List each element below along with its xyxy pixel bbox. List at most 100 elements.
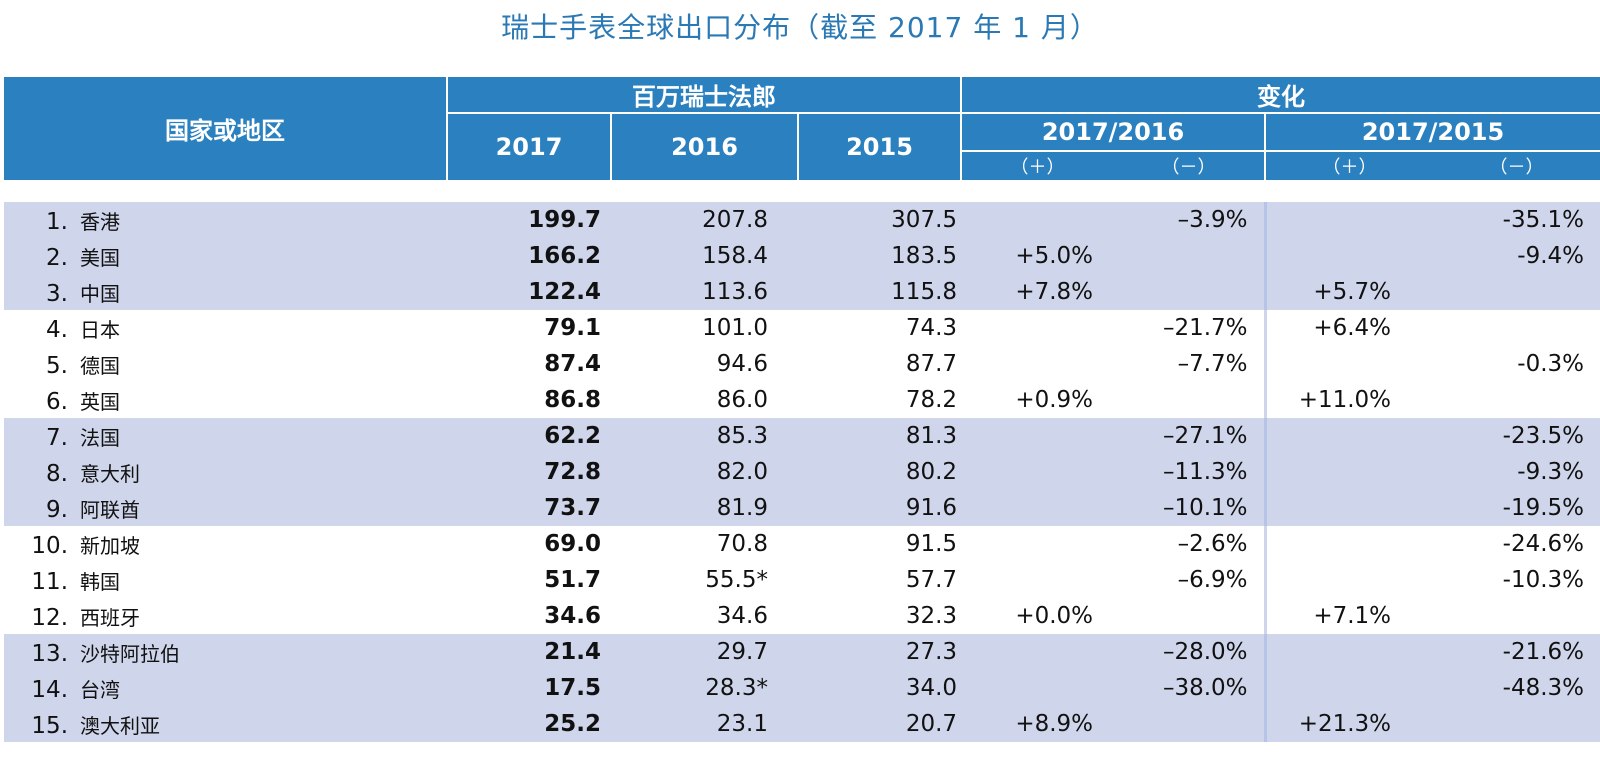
change-2015-minus: -9.4%	[1411, 238, 1600, 274]
value-2015: 183.5	[798, 238, 962, 274]
header-minus: （－）	[1161, 157, 1216, 178]
value-2016: 207.8	[611, 202, 798, 238]
value-2015: 57.7	[905, 567, 958, 593]
table-row: 3. 中国 122.4 113.6 115.8 +7.8% +5.7%	[4, 274, 1600, 310]
change-2016-plus: +0.0%	[1015, 603, 1094, 629]
change-2016-minus	[1103, 598, 1265, 634]
value-2016: 70.8	[716, 531, 768, 557]
rank-number: 3.	[46, 280, 68, 307]
change-2015-plus	[1263, 490, 1412, 526]
value-2016: 28.3*	[611, 670, 798, 706]
change-2015-plus	[1263, 238, 1412, 274]
country-cell: 1. 香港	[4, 202, 447, 238]
change-2015-minus: -19.5%	[1411, 490, 1600, 526]
change-2015-plus: +6.4%	[1263, 310, 1412, 346]
value-2016: 158.4	[611, 238, 798, 274]
value-2016: 29.7	[611, 634, 798, 670]
change-2016-plus	[961, 454, 1104, 490]
change-2016-minus: –21.7%	[1162, 315, 1248, 341]
country-name: 法国	[80, 425, 120, 450]
country-cell: 3. 中国	[4, 274, 447, 310]
header-country: 国家或地区	[4, 77, 447, 182]
change-2015-minus: -9.3%	[1411, 454, 1600, 490]
change-2016-minus	[1103, 274, 1266, 310]
table-row: 12. 西班牙 34.6 34.6 32.3 +0.0% +7.1%	[4, 598, 1600, 634]
country-name: 香港	[80, 209, 120, 234]
change-2016-minus	[1103, 706, 1266, 742]
change-2015-minus: -10.3%	[1502, 567, 1585, 593]
change-2016-minus: –6.9%	[1177, 567, 1248, 593]
value-2017: 34.6	[544, 603, 601, 629]
table-row: 11. 韩国 51.7 55.5* 57.7 –6.9% -10.3%	[4, 562, 1600, 598]
country-cell: 13. 沙特阿拉伯	[4, 634, 447, 670]
value-2017: 62.2	[447, 418, 611, 454]
value-2015: 20.7	[798, 706, 962, 742]
rank-number: 13.	[31, 640, 68, 667]
value-2015: 87.7	[905, 351, 958, 377]
rank-number: 15.	[31, 712, 68, 739]
value-2016: 94.6	[716, 351, 768, 377]
country-name: 韩国	[80, 569, 120, 594]
header-signs-2: （＋） （－）	[1264, 151, 1600, 182]
change-2015-plus	[1263, 454, 1412, 490]
value-2015: 81.3	[798, 418, 962, 454]
value-2017: 166.2	[447, 238, 611, 274]
value-2017: 73.7	[447, 490, 611, 526]
value-2017: 86.8	[544, 387, 601, 413]
table-row: 2. 美国 166.2 158.4 183.5 +5.0% -9.4%	[4, 238, 1600, 274]
country-cell: 14. 台湾	[4, 670, 447, 706]
change-2016-minus: –3.9%	[1103, 202, 1266, 238]
rank-number: 9.	[46, 496, 68, 523]
change-2016-plus	[961, 634, 1104, 670]
value-2017: 51.7	[544, 567, 601, 593]
value-2016: 85.3	[611, 418, 798, 454]
country-name: 澳大利亚	[80, 713, 160, 738]
change-2016-plus	[961, 346, 1103, 382]
change-2016-plus	[961, 310, 1103, 346]
change-2015-minus	[1411, 382, 1600, 418]
country-name: 西班牙	[80, 605, 140, 630]
value-2015: 91.6	[798, 490, 962, 526]
change-2016-minus	[1103, 238, 1266, 274]
rank-number: 12.	[31, 604, 68, 631]
country-cell: 2. 美国	[4, 238, 447, 274]
rank-number: 14.	[31, 676, 68, 703]
country-name: 中国	[80, 281, 120, 306]
table-row: 6. 英国 86.8 86.0 78.2 +0.9% +11.0%	[4, 382, 1600, 418]
country-name: 台湾	[80, 677, 120, 702]
value-2017: 122.4	[447, 274, 611, 310]
value-2017: 79.1	[544, 315, 601, 341]
country-cell: 11. 韩国	[4, 562, 447, 598]
header-signs-1: （＋） （－）	[960, 151, 1266, 182]
change-2016-minus: –10.1%	[1103, 490, 1266, 526]
header-plus: （＋）	[1010, 157, 1065, 178]
change-2016-minus: –2.6%	[1177, 531, 1248, 557]
change-2016-plus	[961, 526, 1103, 562]
country-cell: 6. 英国	[4, 382, 447, 418]
country-cell: 12. 西班牙	[4, 598, 447, 634]
change-2015-plus	[1263, 418, 1412, 454]
value-2017: 25.2	[447, 706, 611, 742]
header-year-2017: 2017	[446, 113, 611, 182]
value-2015: 27.3	[798, 634, 962, 670]
header-year-2016: 2016	[610, 113, 798, 182]
change-2015-minus: -24.6%	[1502, 531, 1585, 557]
change-2015-plus	[1263, 346, 1412, 382]
change-2016-minus: –27.1%	[1103, 418, 1266, 454]
table-row: 10. 新加坡 69.0 70.8 91.5 –2.6% -24.6%	[4, 526, 1600, 562]
rank-number: 4.	[46, 316, 68, 343]
rank-number: 6.	[46, 388, 68, 415]
change-2016-plus	[961, 490, 1104, 526]
value-2015: 91.5	[905, 531, 958, 557]
spacer-row	[4, 181, 1600, 202]
table-row: 5. 德国 87.4 94.6 87.7 –7.7% -0.3%	[4, 346, 1600, 382]
table-row: 15. 澳大利亚 25.2 23.1 20.7 +8.9% +21.3%	[4, 706, 1600, 742]
change-2015-minus	[1411, 274, 1600, 310]
value-2016: 34.6	[716, 603, 768, 629]
value-2015: 32.3	[905, 603, 958, 629]
change-2015-plus: +21.3%	[1263, 706, 1412, 742]
value-2017: 87.4	[544, 351, 601, 377]
change-2015-plus: +5.7%	[1263, 274, 1412, 310]
country-cell: 7. 法国	[4, 418, 447, 454]
rank-number: 1.	[46, 208, 68, 235]
